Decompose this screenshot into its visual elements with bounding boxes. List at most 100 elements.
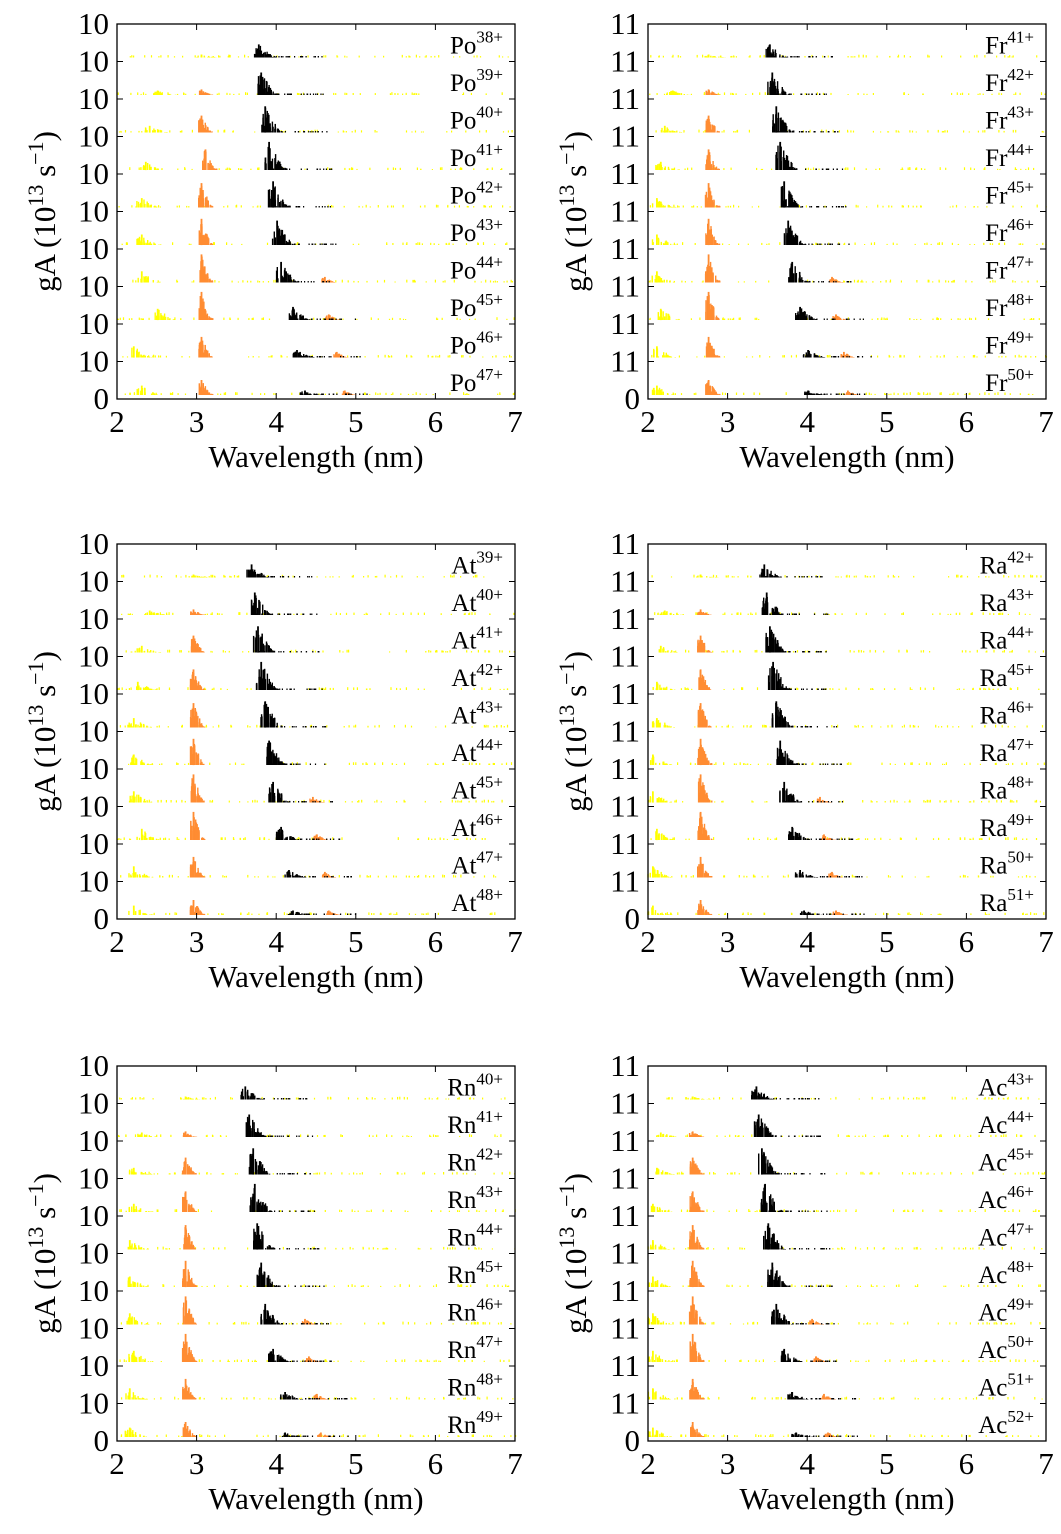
spectral-line <box>889 356 890 358</box>
ion-label: Po39+ <box>450 65 503 97</box>
spectral-line <box>794 204 795 208</box>
spectral-line <box>183 93 184 95</box>
spectral-line <box>271 576 272 578</box>
spectral-line <box>829 355 830 358</box>
spectral-line <box>247 801 248 802</box>
spectral-line <box>131 762 132 765</box>
y-tick-label: 10 <box>78 269 109 304</box>
spectral-line <box>187 687 188 690</box>
spectral-line <box>122 356 123 357</box>
spectral-line <box>496 317 497 320</box>
spectral-line <box>722 243 723 245</box>
spectral-line <box>902 168 903 171</box>
spectral-line <box>706 343 707 358</box>
spectral-line <box>147 356 148 357</box>
ion-charge: 44+ <box>1007 140 1034 159</box>
spectral-line <box>957 92 958 95</box>
spectral-line <box>248 651 249 653</box>
spectral-line <box>790 206 791 208</box>
spectral-line <box>271 751 272 765</box>
spectral-line <box>812 244 813 246</box>
spectral-line <box>768 243 769 245</box>
spectral-line <box>487 725 488 727</box>
spectral-line <box>366 281 367 283</box>
spectral-line <box>436 764 437 765</box>
spectral-line <box>289 56 290 58</box>
spectral-line <box>680 56 681 57</box>
spectral-line <box>871 394 872 395</box>
spectral-line <box>278 801 279 803</box>
spectral-line <box>310 131 311 133</box>
spectral-line <box>325 726 326 728</box>
y-tick-label: 0 <box>94 381 110 416</box>
spectral-line <box>874 242 875 245</box>
spectral-line <box>210 357 211 358</box>
spectral-line <box>272 782 274 803</box>
spectral-line <box>160 207 161 208</box>
spectral-line <box>204 727 205 728</box>
spectral-line <box>756 168 757 170</box>
spectral-line <box>821 394 822 396</box>
spectral-line <box>324 764 325 766</box>
spectral-line <box>730 318 731 320</box>
spectral-line <box>752 206 753 207</box>
spectral-line <box>436 650 437 652</box>
spectral-line <box>259 677 260 690</box>
spectral-line <box>713 354 714 357</box>
spectral-line <box>812 319 813 321</box>
spectral-line <box>270 88 271 95</box>
spectral-line <box>164 615 165 616</box>
spectral-line <box>908 205 909 207</box>
spectral-line <box>798 56 799 58</box>
spectral-line <box>168 726 169 727</box>
spectral-line <box>155 355 156 357</box>
spectral-line <box>311 319 312 321</box>
spectral-line <box>211 57 212 58</box>
spectral-line <box>374 726 375 728</box>
spectral-line <box>875 169 876 170</box>
spectral-line <box>324 689 325 690</box>
spectral-line <box>953 280 954 282</box>
spectral-line <box>300 56 301 58</box>
spectral-line <box>702 55 703 58</box>
spectral-line <box>144 55 145 57</box>
spectral-line <box>948 281 949 283</box>
spectral-line <box>151 612 152 615</box>
spectral-line <box>304 131 305 133</box>
spectral-line <box>202 577 203 578</box>
spectral-line <box>717 132 718 133</box>
ion-label: Fr48+ <box>985 290 1034 322</box>
spectral-line <box>201 219 203 245</box>
spectral-line <box>256 630 257 652</box>
spectral-line <box>669 206 670 207</box>
spectral-line <box>1021 281 1022 282</box>
spectral-line <box>792 168 793 170</box>
spectral-line <box>402 243 403 245</box>
spectral-line <box>1030 356 1031 357</box>
spectral-line <box>261 720 262 728</box>
spectral-line <box>369 688 370 690</box>
spectral-line <box>733 131 734 133</box>
spectral-line <box>305 801 306 803</box>
spectral-line <box>847 391 849 396</box>
spectral-line <box>149 167 150 170</box>
spectral-line <box>188 763 189 765</box>
spectral-line <box>808 131 809 133</box>
spectral-line <box>270 356 271 358</box>
spectral-line <box>502 650 503 652</box>
spectral-line <box>787 169 788 171</box>
ion-symbol: Po <box>450 258 476 285</box>
spectral-line <box>275 756 276 765</box>
spectral-line <box>863 319 864 321</box>
spectral-line <box>660 202 661 208</box>
spectral-line <box>315 651 316 653</box>
spectral-line <box>913 319 914 320</box>
spectral-line <box>791 56 792 58</box>
spectral-line <box>247 688 248 690</box>
spectral-line <box>513 613 514 615</box>
spectral-line <box>677 205 678 207</box>
spectral-line <box>852 394 853 396</box>
spectral-line <box>406 687 407 690</box>
spectral-line <box>411 726 412 728</box>
spectral-line <box>323 94 324 96</box>
